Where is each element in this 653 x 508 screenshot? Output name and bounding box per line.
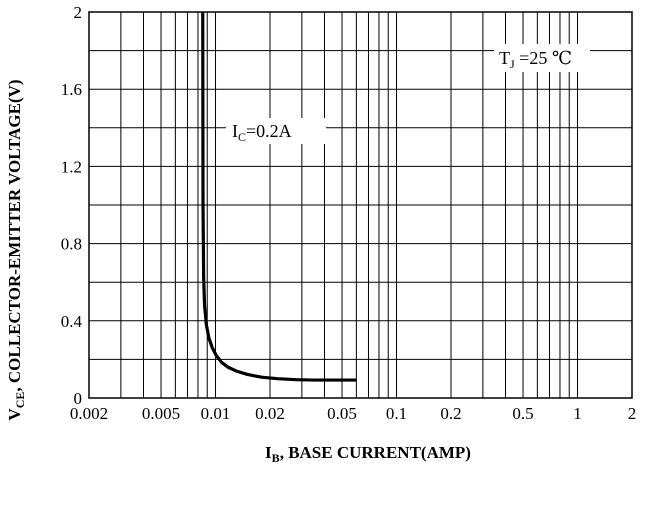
tick-labels: 0.002 0.005 0.01 0.02 0.05 0.1 0.2 0.5 1 2 0 0.4 0.8… xyxy=(61,3,637,423)
plot-frame xyxy=(88,11,633,399)
curve-layer xyxy=(201,11,357,382)
y-tick-label: 0 xyxy=(74,389,83,408)
grid xyxy=(88,11,633,399)
series-label-background xyxy=(226,118,326,144)
y-tick-label: 1.6 xyxy=(61,80,82,99)
x-tick-label: 2 xyxy=(628,404,637,423)
x-tick-label: 0.02 xyxy=(255,404,285,423)
x-tick-label: 0.2 xyxy=(440,404,461,423)
y-tick-label: 1.2 xyxy=(61,157,82,176)
x-tick-label: 0.5 xyxy=(512,404,533,423)
plot-border xyxy=(88,11,633,399)
x-tick-label: 1 xyxy=(573,404,582,423)
series-line-0 xyxy=(201,11,357,382)
x-tick-label: 0.002 xyxy=(70,404,108,423)
y-tick-label: 2 xyxy=(74,3,83,22)
condition-annotation: TJ =25 ℃ xyxy=(499,48,572,71)
y-tick-label: 0.8 xyxy=(61,235,82,254)
x-tick-label: 0.05 xyxy=(327,404,357,423)
y-tick-label: 0.4 xyxy=(61,312,83,331)
x-tick-label: 0.01 xyxy=(201,404,231,423)
x-tick-label: 0.1 xyxy=(386,404,407,423)
y-axis-title: VCE, COLLECTOR-EMITTER VOLTAGE(V) xyxy=(5,79,27,420)
series-label: IC=0.2A xyxy=(232,121,292,144)
x-axis-title: IB, BASE CURRENT(AMP) xyxy=(265,443,471,465)
x-tick-label: 0.005 xyxy=(142,404,180,423)
condition-label-background xyxy=(494,44,590,72)
